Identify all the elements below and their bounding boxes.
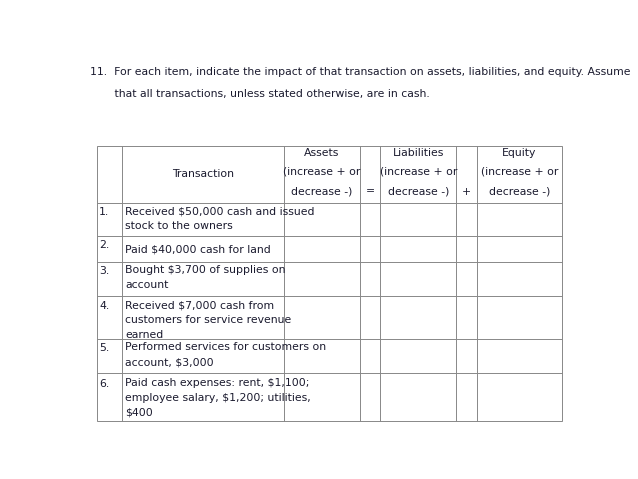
Text: 4.: 4.: [99, 301, 109, 311]
Text: 6.: 6.: [99, 379, 109, 389]
Text: (increase + or: (increase + or: [283, 167, 360, 177]
Text: that all transactions, unless stated otherwise, are in cash.: that all transactions, unless stated oth…: [89, 89, 429, 99]
Text: Assets: Assets: [304, 148, 339, 158]
Text: =: =: [366, 186, 375, 196]
Text: Transaction: Transaction: [172, 170, 234, 180]
Text: Performed services for customers on
account, $3,000: Performed services for customers on acco…: [125, 342, 326, 367]
Text: Bought $3,700 of supplies on
account: Bought $3,700 of supplies on account: [125, 265, 286, 290]
Text: decrease -): decrease -): [489, 186, 550, 196]
Text: 2.: 2.: [99, 240, 109, 250]
Text: (increase + or: (increase + or: [380, 167, 457, 177]
Text: +: +: [462, 186, 471, 196]
Text: 3.: 3.: [99, 266, 109, 276]
Text: decrease -): decrease -): [291, 186, 352, 196]
Text: Equity: Equity: [502, 148, 537, 158]
Text: 1.: 1.: [99, 207, 109, 217]
Text: Received $7,000 cash from
customers for service revenue
earned: Received $7,000 cash from customers for …: [125, 300, 292, 340]
Text: Liabilities: Liabilities: [393, 148, 444, 158]
Text: Paid cash expenses: rent, $1,100;
employee salary, $1,200; utilities,
$400: Paid cash expenses: rent, $1,100; employ…: [125, 378, 311, 417]
Text: decrease -): decrease -): [388, 186, 449, 196]
Text: (increase + or: (increase + or: [481, 167, 558, 177]
Text: 11.  For each item, indicate the impact of that transaction on assets, liabiliti: 11. For each item, indicate the impact o…: [89, 67, 630, 77]
Text: Paid $40,000 cash for land: Paid $40,000 cash for land: [125, 244, 271, 254]
Text: 5.: 5.: [99, 343, 109, 353]
Text: Received $50,000 cash and issued
stock to the owners: Received $50,000 cash and issued stock t…: [125, 206, 315, 231]
